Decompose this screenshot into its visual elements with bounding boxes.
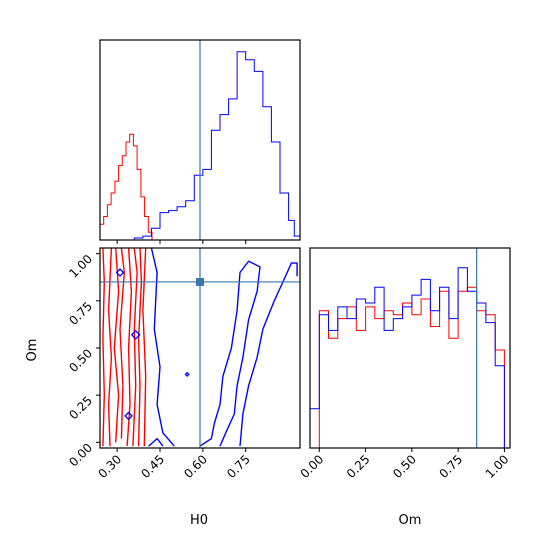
om-hist-series-blue: [310, 267, 505, 448]
om-hist-frame: [309, 247, 511, 449]
blue-contour: [199, 260, 261, 447]
contour-ytick-label: 0.00: [66, 441, 95, 470]
contour-ytick-label: 0.50: [66, 346, 95, 375]
y-axis-label-om: Om: [25, 339, 40, 362]
panel-h0-om-contour: 0.30 0.45 0.60 0.75 0.00 0.25 0.50 0.75 1.00: [66, 247, 301, 481]
red-contour: [113, 248, 120, 443]
blue-contour-island: [184, 371, 190, 378]
truth-marker: [196, 277, 204, 286]
panel-h0-histogram: [99, 39, 301, 244]
om-hist-xtick-label: 0.00: [298, 452, 327, 481]
om-hist-xtick-label: 0.25: [344, 452, 373, 481]
contour-xtick-label: 0.60: [181, 452, 210, 481]
red-contour: [102, 248, 106, 447]
contour-frame: [99, 247, 301, 449]
contour-xtick-label: 0.30: [95, 452, 124, 481]
h0-hist-series-red: [100, 133, 153, 240]
blue-contour: [148, 437, 164, 447]
om-hist-xtick-label: 0.50: [390, 452, 419, 481]
contour-ytick-label: 0.25: [66, 393, 95, 422]
blue-contour-island: [115, 268, 125, 277]
red-contour: [137, 248, 143, 447]
blue-contour: [239, 262, 298, 447]
x-axis-label-h0: H0: [190, 513, 208, 528]
red-contour: [119, 248, 126, 439]
h0-hist-series-blue: [100, 51, 300, 240]
red-contour: [107, 248, 113, 447]
contour-ytick-label: 1.00: [66, 252, 95, 281]
blue-contour-island: [124, 411, 133, 421]
om-hist-xtick-label: 1.00: [483, 452, 512, 481]
blue-contour-island: [130, 329, 141, 340]
contour-ytick-label: 0.75: [66, 299, 95, 328]
panel-om-histogram: 0.00 0.25 0.50 0.75 1.00: [298, 247, 512, 481]
blue-contour: [150, 248, 175, 447]
h0-hist-frame: [99, 39, 301, 241]
red-contour: [132, 248, 138, 447]
x-axis-label-om: Om: [399, 513, 422, 528]
red-contour: [142, 248, 147, 447]
contour-xtick-label: 0.75: [224, 452, 253, 481]
contour-xtick-label: 0.45: [138, 452, 167, 481]
om-hist-xtick-label: 0.75: [436, 452, 465, 481]
